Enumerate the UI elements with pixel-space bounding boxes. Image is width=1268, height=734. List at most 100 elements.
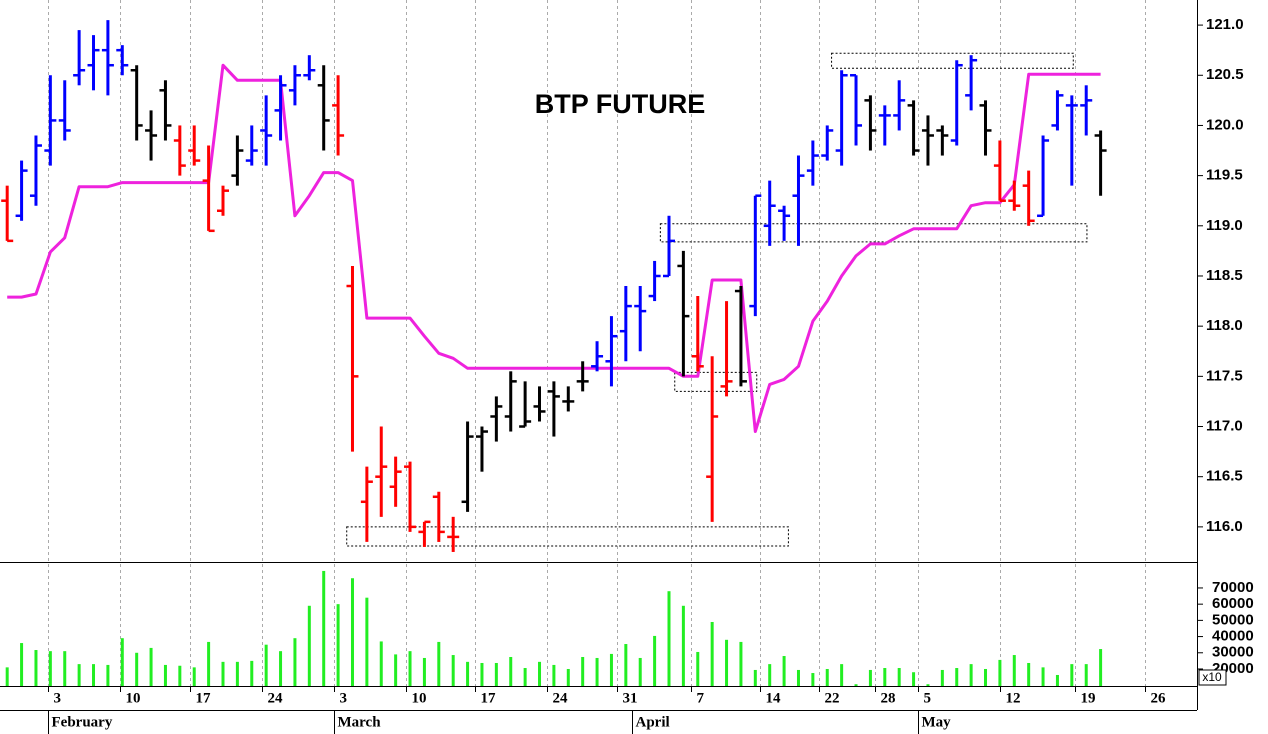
- y-tick-label: 117.5: [1206, 367, 1243, 384]
- volume-tick-label: 30000: [1212, 644, 1254, 661]
- x-tick-label: 12: [1006, 690, 1021, 706]
- y-tick-label: 117.0: [1206, 417, 1243, 434]
- volume-bar: [451, 655, 455, 686]
- volume-bar: [322, 570, 326, 686]
- y-tick-label: 121.0: [1206, 16, 1244, 33]
- volume-bar: [538, 661, 542, 686]
- volume-bar: [235, 661, 239, 686]
- x-tick-label: 31: [623, 690, 638, 706]
- volume-bar: [466, 661, 470, 686]
- volume-bar: [20, 643, 24, 686]
- volume-bar: [926, 684, 930, 686]
- x-tick-label: 19: [1081, 690, 1096, 706]
- y-tick-label: 116.0: [1206, 518, 1243, 535]
- grid: [48, 0, 1146, 686]
- x-tick-label: 10: [126, 690, 141, 706]
- x-tick-label: 24: [553, 690, 569, 706]
- volume-tick-label: 70000: [1212, 579, 1254, 596]
- volume-bar: [681, 605, 685, 686]
- volume-bar: [940, 669, 944, 686]
- axes: 3 10 17 24 3 10 17 24 31 7 14 22 28 5 12 19 26 February Ma…: [48, 16, 1254, 734]
- month-label: February: [52, 714, 113, 730]
- volume-bar: [422, 657, 426, 686]
- y-tick-label: 119.0: [1206, 217, 1243, 234]
- volume-bar: [5, 667, 9, 686]
- volume-bar: [34, 650, 38, 686]
- volume-bar: [1084, 664, 1088, 686]
- x-tick-label: 17: [481, 690, 497, 706]
- volume-bar: [753, 669, 757, 686]
- month-label: May: [922, 714, 952, 730]
- stop-line: [7, 63, 1101, 433]
- volume-bar: [811, 673, 815, 686]
- month-label: April: [636, 714, 670, 730]
- x-tick-label: 24: [268, 690, 284, 706]
- volume-bar: [912, 672, 916, 686]
- month-label: March: [338, 714, 382, 730]
- volume-bar: [998, 659, 1002, 686]
- y-tick-label: 120.5: [1206, 66, 1244, 83]
- y-tick-label: 119.5: [1206, 167, 1243, 184]
- x-tick-label: 17: [196, 690, 212, 706]
- volume-bar: [1099, 649, 1103, 686]
- volume-bar: [955, 668, 959, 686]
- volume-bar: [796, 669, 800, 686]
- volume-bar: [638, 657, 642, 686]
- volume-bar: [969, 664, 973, 686]
- volume-bar: [135, 652, 139, 686]
- volume-bar: [293, 638, 297, 686]
- volume-bar: [739, 641, 743, 686]
- x-tick-label: 5: [924, 690, 932, 706]
- volume-bar: [667, 591, 671, 686]
- volume-bar: [854, 684, 858, 686]
- volume-bar: [350, 578, 354, 686]
- volume-bar: [192, 667, 196, 686]
- volume-bar: [48, 651, 52, 686]
- x-tick-label: 3: [340, 690, 348, 706]
- level-box: [831, 52, 1074, 69]
- x-tick-label: 7: [697, 690, 705, 706]
- x-tick-label: 28: [881, 690, 896, 706]
- x-tick-label: 22: [825, 690, 840, 706]
- volume-bar: [221, 661, 225, 686]
- volume-bar: [163, 664, 167, 686]
- volume-bar: [595, 657, 599, 686]
- volume-bar: [77, 664, 81, 686]
- volume-bar: [408, 651, 412, 686]
- volume-bar: [120, 638, 124, 686]
- volume-bar: [1070, 664, 1074, 686]
- volume-bar: [494, 662, 498, 686]
- volume-bar: [207, 641, 211, 686]
- volume-bar: [379, 641, 383, 686]
- scale-label: x10: [1202, 670, 1222, 684]
- volume-bar: [336, 604, 340, 686]
- volume-bar: [581, 656, 585, 686]
- volume-bar: [63, 651, 67, 686]
- volume-bar: [365, 597, 369, 686]
- volume-bar: [523, 668, 527, 686]
- x-tick-label: 10: [412, 690, 427, 706]
- volume-bar: [264, 644, 268, 686]
- volume-bar: [566, 668, 570, 686]
- volume-bar: [178, 665, 182, 686]
- volume-bar: [710, 621, 714, 686]
- volume-bar: [106, 664, 110, 686]
- volume-bar: [394, 654, 398, 686]
- volume-tick-label: 60000: [1212, 595, 1254, 612]
- volume-bar: [725, 639, 729, 686]
- volume-bar: [250, 660, 254, 686]
- x-tick-label: 3: [54, 690, 62, 706]
- volume-bar: [279, 651, 283, 686]
- volume-tick-label: 50000: [1212, 611, 1254, 628]
- volume-bar: [509, 656, 513, 686]
- level-box: [674, 371, 758, 392]
- y-tick-label: 118.5: [1206, 267, 1243, 284]
- level-box: [346, 526, 789, 547]
- volume-bar: [480, 662, 484, 686]
- y-tick-label: 116.5: [1206, 468, 1243, 485]
- volume-bar: [883, 668, 887, 686]
- volume-bar: [552, 664, 556, 686]
- volume-bar: [307, 605, 311, 686]
- volume-bar: [1027, 662, 1031, 686]
- volume-bar: [1041, 667, 1045, 686]
